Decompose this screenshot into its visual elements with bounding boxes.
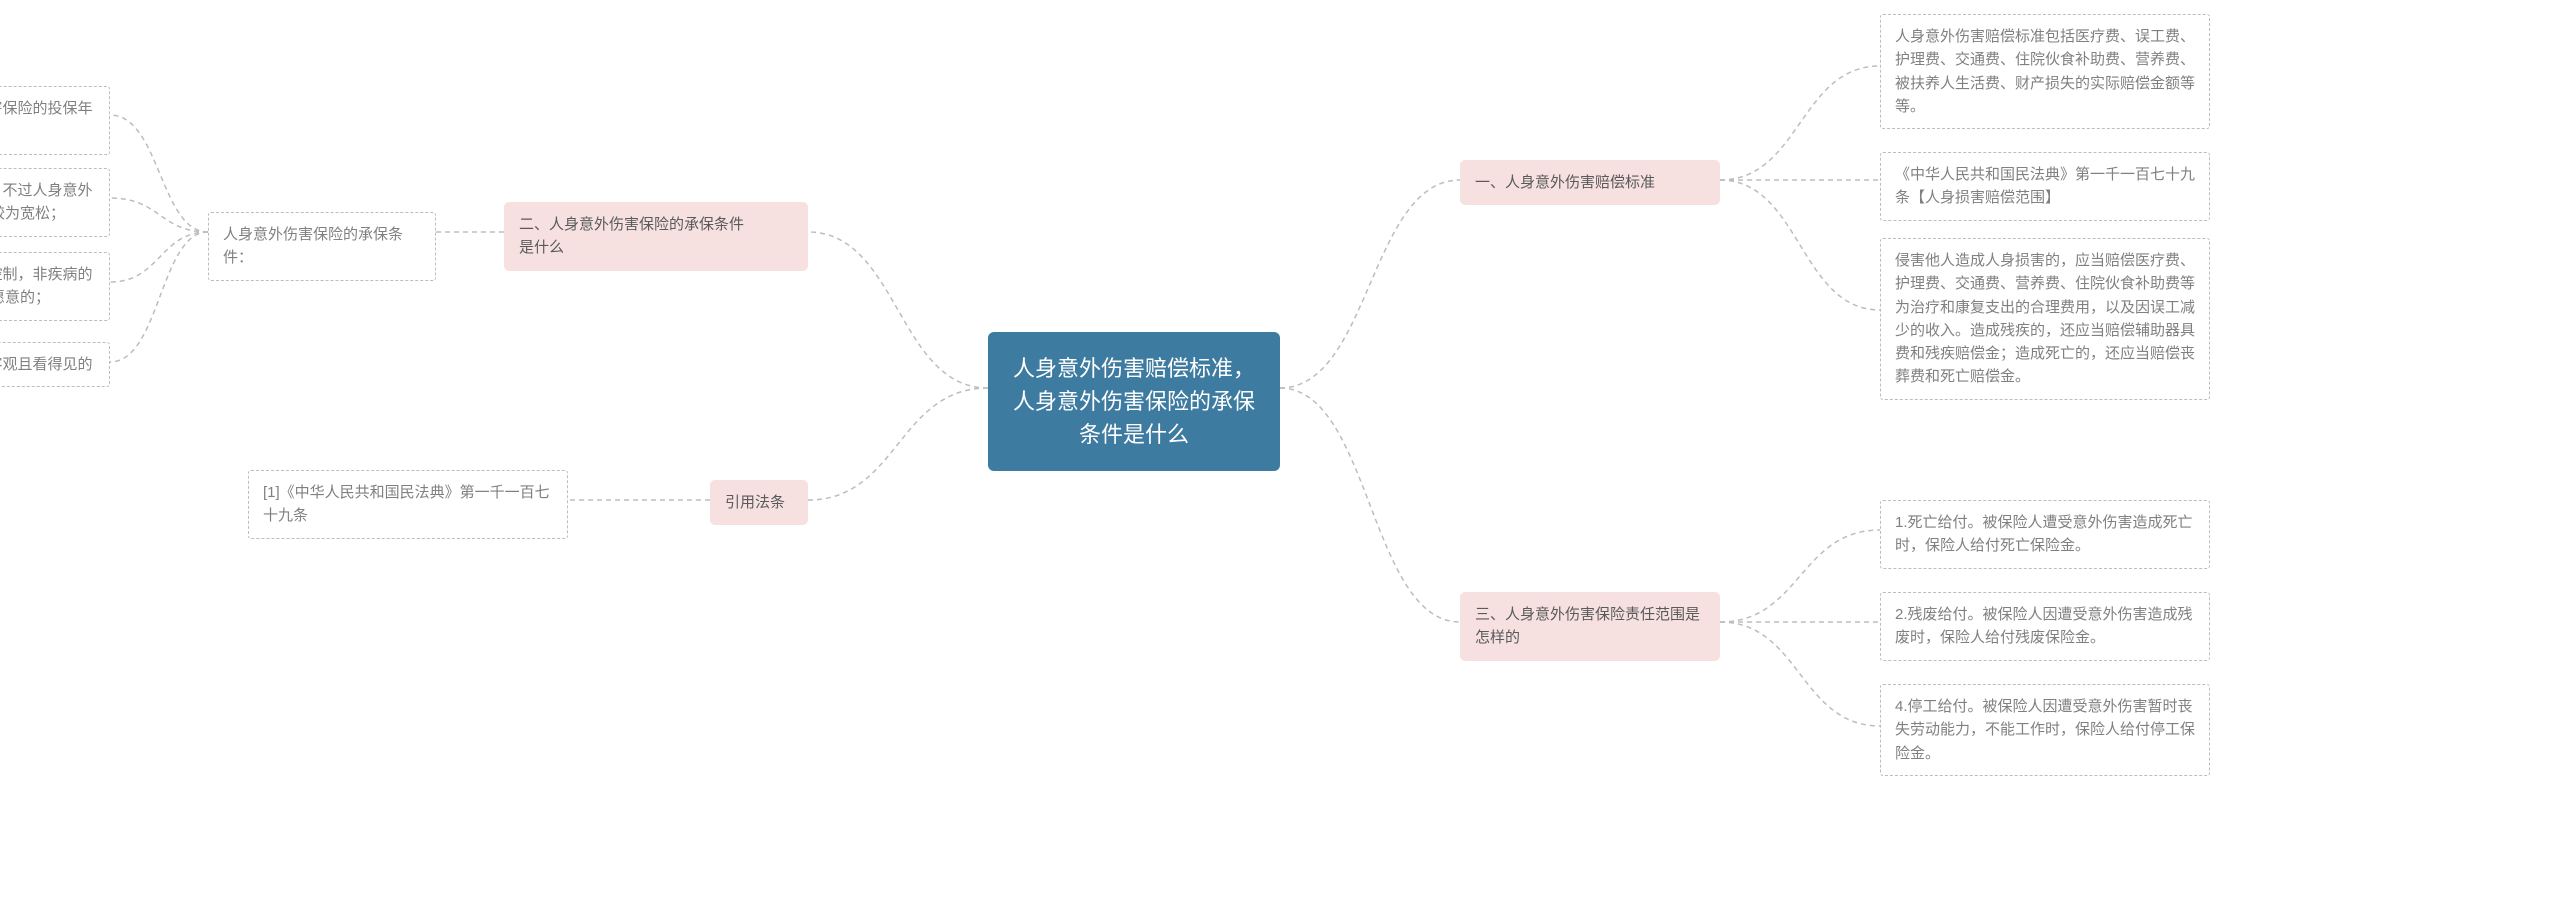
leaf-2d: 4.被保险人遭受的意外伤害是客观且看得见的	[0, 342, 110, 387]
branch-2-line1: 二、人身意外伤害保险的承保条件	[519, 213, 793, 236]
leaf-3a-l1: 1.死亡给付。被保险人遭受意外伤害造成死亡	[1895, 511, 2195, 534]
leaf-1b: 《中华人民共和国民法典》第一千一百七十九 条【人身损害赔偿范围】	[1880, 152, 2210, 221]
branch-2: 二、人身意外伤害保险的承保条件 是什么	[504, 202, 808, 271]
leaf-3c-l2: 失劳动能力，不能工作时，保险人给付停工保	[1895, 718, 2195, 741]
leaf-1c: 侵害他人造成人身损害的，应当赔偿医疗费、 护理费、交通费、营养费、住院伙食补助费…	[1880, 238, 2210, 400]
leaf-3a-l2: 时，保险人给付死亡保险金。	[1895, 534, 2195, 557]
leaf-3a: 1.死亡给付。被保险人遭受意外伤害造成死亡 时，保险人给付死亡保险金。	[1880, 500, 2210, 569]
root-node: 人身意外伤害赔偿标准， 人身意外伤害保险的承保 条件是什么	[988, 332, 1280, 471]
leaf-4a-l2: 十九条	[263, 504, 553, 527]
branch-3: 三、人身意外伤害保险责任范围是 怎样的	[1460, 592, 1720, 661]
branch-2-line2: 是什么	[519, 236, 793, 259]
leaf-2b: 2.被保险人身体状况较为良好，不过人身意外 伤害保险对于健康告知的限制较为宽松；	[0, 168, 110, 237]
leaf-1c-l3: 为治疗和康复支出的合理费用，以及因误工减	[1895, 296, 2195, 319]
mid-conditions-label: 人身意外伤害保险的承保条件：	[223, 226, 403, 266]
leaf-2a: 1.被保险人年龄在人身意外伤害保险的投保年 龄范围之内；	[0, 86, 110, 155]
leaf-2c-l1: 3.保险事故为不可预料，不可控制，非疾病的	[0, 263, 95, 286]
branch-3-line2: 怎样的	[1475, 626, 1705, 649]
leaf-1c-l5: 费和残疾赔偿金；造成死亡的，还应当赔偿丧	[1895, 342, 2195, 365]
root-line3: 条件是什么	[1012, 418, 1256, 451]
connector-layer	[0, 0, 2560, 915]
root-line2: 人身意外伤害保险的承保	[1012, 385, 1256, 418]
leaf-3c-l1: 4.停工给付。被保险人因遭受意外伤害暂时丧	[1895, 695, 2195, 718]
leaf-1c-l2: 护理费、交通费、营养费、住院伙食补助费等	[1895, 272, 2195, 295]
leaf-3c-l3: 险金。	[1895, 742, 2195, 765]
leaf-2c-l2: ，突发的，非被保险人自己所愿意的；	[0, 286, 95, 309]
leaf-2a-l2: 龄范围之内；	[0, 120, 95, 143]
branch-4-label: 引用法条	[725, 494, 785, 511]
leaf-1b-l1: 《中华人民共和国民法典》第一千一百七十九	[1895, 163, 2195, 186]
leaf-4a-l1: [1]《中华人民共和国民法典》第一千一百七	[263, 481, 553, 504]
root-line1: 人身意外伤害赔偿标准，	[1012, 352, 1256, 385]
leaf-3b-l1: 2.残废给付。被保险人因遭受意外伤害造成残	[1895, 603, 2195, 626]
leaf-2d-l1: 4.被保险人遭受的意外伤害是客观且看得见的	[0, 356, 93, 373]
leaf-1a-l1: 人身意外伤害赔偿标准包括医疗费、误工费、	[1895, 25, 2195, 48]
leaf-1c-l6: 葬费和死亡赔偿金。	[1895, 365, 2195, 388]
leaf-2b-l2: 伤害保险对于健康告知的限制较为宽松；	[0, 202, 95, 225]
mid-conditions: 人身意外伤害保险的承保条件：	[208, 212, 436, 281]
leaf-1c-l1: 侵害他人造成人身损害的，应当赔偿医疗费、	[1895, 249, 2195, 272]
branch-4: 引用法条	[710, 480, 808, 525]
leaf-4a: [1]《中华人民共和国民法典》第一千一百七 十九条	[248, 470, 568, 539]
leaf-1a: 人身意外伤害赔偿标准包括医疗费、误工费、 护理费、交通费、住院伙食补助费、营养费…	[1880, 14, 2210, 129]
branch-1: 一、人身意外伤害赔偿标准	[1460, 160, 1720, 205]
leaf-3b: 2.残废给付。被保险人因遭受意外伤害造成残 废时，保险人给付残废保险金。	[1880, 592, 2210, 661]
leaf-2c: 3.保险事故为不可预料，不可控制，非疾病的 ，突发的，非被保险人自己所愿意的；	[0, 252, 110, 321]
branch-1-label: 一、人身意外伤害赔偿标准	[1475, 174, 1655, 191]
leaf-1a-l4: 等。	[1895, 95, 2195, 118]
leaf-3c: 4.停工给付。被保险人因遭受意外伤害暂时丧 失劳动能力，不能工作时，保险人给付停…	[1880, 684, 2210, 776]
branch-3-line1: 三、人身意外伤害保险责任范围是	[1475, 603, 1705, 626]
leaf-3b-l2: 废时，保险人给付残废保险金。	[1895, 626, 2195, 649]
leaf-1a-l3: 被扶养人生活费、财产损失的实际赔偿金额等	[1895, 72, 2195, 95]
leaf-1b-l2: 条【人身损害赔偿范围】	[1895, 186, 2195, 209]
leaf-1c-l4: 少的收入。造成残疾的，还应当赔偿辅助器具	[1895, 319, 2195, 342]
leaf-2b-l1: 2.被保险人身体状况较为良好，不过人身意外	[0, 179, 95, 202]
leaf-2a-l1: 1.被保险人年龄在人身意外伤害保险的投保年	[0, 97, 95, 120]
leaf-1a-l2: 护理费、交通费、住院伙食补助费、营养费、	[1895, 48, 2195, 71]
